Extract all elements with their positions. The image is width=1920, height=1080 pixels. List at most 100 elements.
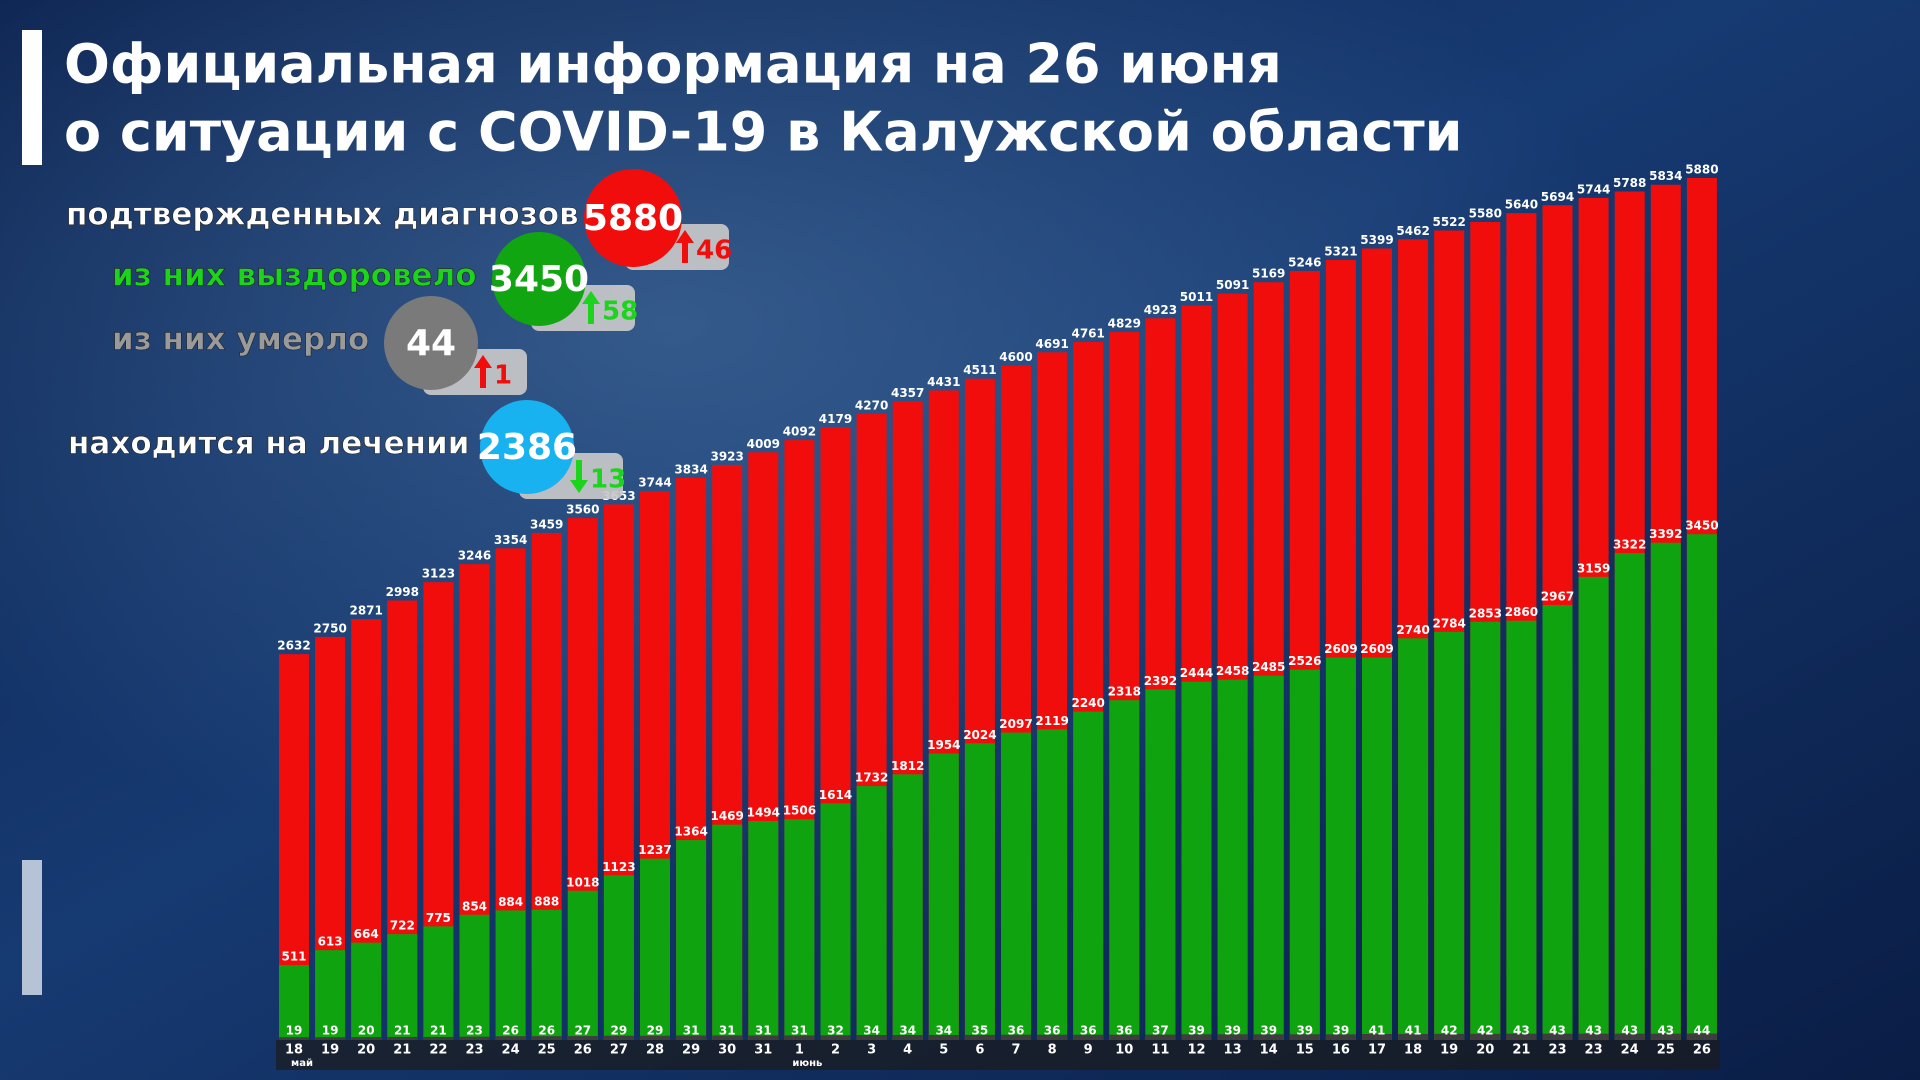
bar <box>1217 1034 1248 1040</box>
x-tick-label: 26 <box>1693 1043 1711 1058</box>
value-label: 2609 <box>1324 642 1357 656</box>
value-label: 35 <box>972 1024 989 1038</box>
bar <box>1434 631 1465 1040</box>
value-label: 1732 <box>855 771 888 785</box>
value-label: 26 <box>502 1024 519 1038</box>
change-arrow <box>676 230 694 263</box>
summary-change: 1 <box>494 361 512 391</box>
bar <box>1181 681 1212 1040</box>
value-label: 43 <box>1657 1024 1674 1038</box>
bar <box>1289 1034 1320 1040</box>
value-label: 4431 <box>927 375 960 389</box>
bar <box>315 950 346 1040</box>
summary-circle <box>384 296 478 390</box>
value-label: 2119 <box>1035 714 1068 728</box>
value-label: 37 <box>1152 1024 1169 1038</box>
bar <box>928 753 959 1040</box>
summary-value: 2386 <box>477 427 577 468</box>
bar <box>1614 552 1645 1040</box>
value-label: 2526 <box>1288 654 1321 668</box>
bar <box>856 1035 887 1040</box>
bar <box>676 1035 707 1040</box>
bar <box>640 858 670 1040</box>
value-label: 43 <box>1585 1024 1602 1038</box>
x-tick-label: 23 <box>465 1043 483 1058</box>
bar <box>1686 534 1717 1040</box>
bar <box>1398 638 1429 1040</box>
value-label: 4761 <box>1071 327 1104 341</box>
value-label: 5522 <box>1432 215 1465 229</box>
x-tick-label: 24 <box>1621 1043 1639 1058</box>
value-label: 2860 <box>1505 605 1538 619</box>
bar <box>928 1035 959 1040</box>
value-label: 613 <box>318 935 343 949</box>
bar <box>423 926 454 1040</box>
title-line: Официальная информация на 26 июня <box>64 33 1282 96</box>
x-tick-label: 1 <box>795 1043 804 1058</box>
value-label: 888 <box>534 894 559 908</box>
x-tick-label: 13 <box>1224 1043 1242 1058</box>
value-label: 4270 <box>855 399 888 413</box>
x-tick-label: 29 <box>682 1043 700 1058</box>
x-tick-label: 17 <box>1368 1043 1386 1058</box>
bar <box>351 942 382 1040</box>
value-label: 34 <box>935 1024 952 1038</box>
x-tick-label: 21 <box>393 1043 411 1058</box>
value-label: 39 <box>1333 1024 1350 1038</box>
bar <box>495 1036 526 1040</box>
x-tick-label: 23 <box>1548 1043 1566 1058</box>
bar <box>712 824 743 1040</box>
value-label: 41 <box>1369 1024 1386 1038</box>
x-tick-label: 19 <box>1440 1043 1458 1058</box>
value-label: 2458 <box>1216 664 1249 678</box>
axis-strip <box>275 1040 1720 1070</box>
value-label: 3834 <box>674 462 707 476</box>
value-label: 664 <box>354 927 379 941</box>
x-tick-label: 24 <box>502 1043 520 1058</box>
bar <box>1289 669 1320 1040</box>
x-tick-label: 7 <box>1011 1043 1020 1058</box>
bar <box>459 914 490 1040</box>
month-label: июнь <box>792 1058 822 1069</box>
bar <box>1181 1034 1212 1040</box>
value-label: 5246 <box>1288 255 1321 269</box>
bar <box>423 1036 454 1040</box>
bar <box>1506 620 1537 1040</box>
value-label: 1954 <box>927 738 960 752</box>
value-label: 3392 <box>1649 527 1682 541</box>
title-line: о ситуации с COVID-19 в Калужской област… <box>64 101 1463 164</box>
bar <box>856 786 887 1040</box>
bar <box>315 1037 346 1040</box>
bar <box>1506 1033 1537 1040</box>
bar <box>892 774 923 1040</box>
chart: 26325111918май27506131919287166420202998… <box>275 163 1720 1070</box>
value-label: 884 <box>498 895 523 909</box>
value-label: 1614 <box>819 788 852 802</box>
value-label: 27 <box>574 1024 591 1038</box>
x-tick-label: 6 <box>975 1043 984 1058</box>
value-label: 775 <box>426 911 451 925</box>
value-label: 2392 <box>1144 674 1177 688</box>
x-tick-label: 19 <box>321 1043 339 1058</box>
value-label: 1018 <box>566 875 599 889</box>
value-label: 722 <box>390 919 415 933</box>
x-tick-label: 20 <box>1476 1043 1494 1058</box>
value-label: 34 <box>899 1024 916 1038</box>
value-label: 5399 <box>1360 233 1393 247</box>
bar <box>820 803 851 1040</box>
bar <box>1650 542 1681 1040</box>
bar <box>1073 1034 1104 1040</box>
value-label: 854 <box>462 899 487 913</box>
x-tick-label: 12 <box>1187 1043 1205 1058</box>
value-label: 43 <box>1621 1024 1638 1038</box>
value-label: 29 <box>611 1024 628 1038</box>
value-label: 2740 <box>1396 623 1429 637</box>
x-tick-label: 25 <box>538 1043 556 1058</box>
x-tick-label: 28 <box>646 1043 664 1058</box>
value-label: 32 <box>827 1024 844 1038</box>
value-label: 1364 <box>674 825 707 839</box>
bar <box>1578 1033 1609 1040</box>
bar <box>1542 605 1573 1040</box>
value-label: 2318 <box>1108 685 1141 699</box>
